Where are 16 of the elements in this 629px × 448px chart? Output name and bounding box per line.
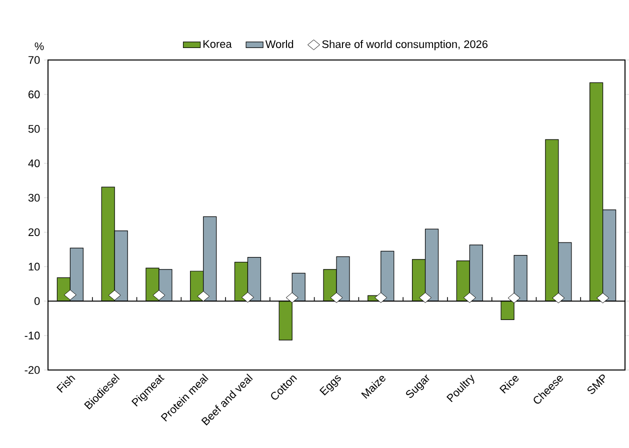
y-axis-title: % [34,42,44,50]
x-tick-label: Rice [499,376,519,394]
y-tick-label: 30 [28,194,40,202]
y-tick-label: -10 [24,332,40,340]
y-tick-label: -20 [24,366,40,374]
y-tick-label: 40 [28,159,40,168]
x-tick-label: Fish [56,376,76,393]
legend-label: Share of world consumption, 2026 [322,40,488,50]
y-tick-label: 50 [28,125,40,133]
y-tick-label: 20 [28,228,40,236]
y-tick-label: 10 [28,262,40,271]
legend-label: World [265,40,294,48]
y-tick-label: 70 [28,56,40,64]
legend-label: Korea [203,40,232,48]
y-tick-label: 0 [34,297,40,305]
y-tick-label: 60 [28,90,40,98]
